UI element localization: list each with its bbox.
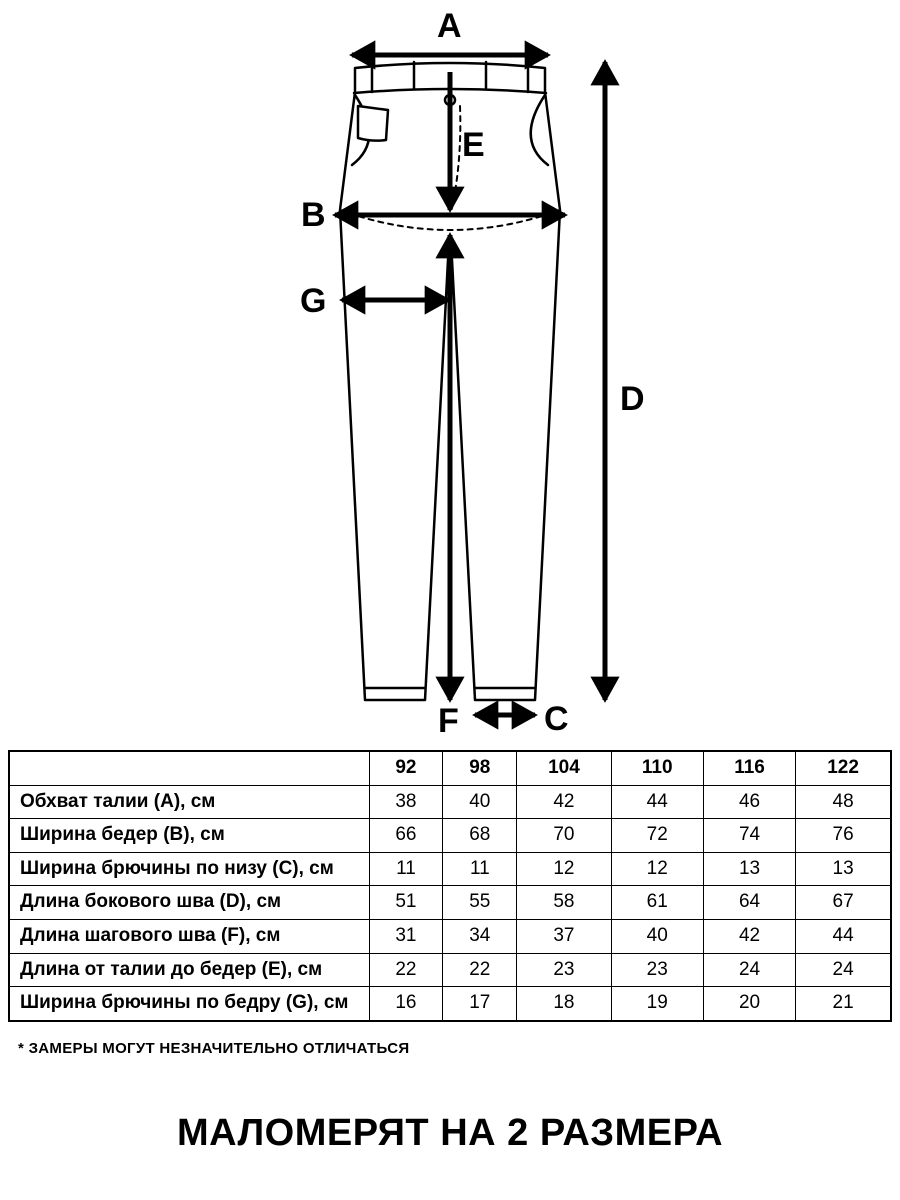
size-table-wrapper: 92 98 104 110 116 122 Обхват талии (A), …: [8, 750, 892, 1022]
cell: 58: [517, 886, 611, 920]
cell: 13: [703, 852, 795, 886]
cell: 64: [703, 886, 795, 920]
row-label: Ширина бедер (B), см: [9, 819, 369, 853]
cell: 40: [611, 919, 703, 953]
row-label: Длина бокового шва (D), см: [9, 886, 369, 920]
cell: 13: [796, 852, 891, 886]
cell: 11: [443, 852, 517, 886]
table-row: Длина шагового шва (F), см313437404244: [9, 919, 891, 953]
cell: 31: [369, 919, 443, 953]
cell: 23: [517, 953, 611, 987]
col-h-4: 116: [703, 751, 795, 785]
label-b: B: [301, 196, 326, 235]
col-h-0: 92: [369, 751, 443, 785]
cell: 24: [703, 953, 795, 987]
cell: 22: [369, 953, 443, 987]
label-d: D: [620, 380, 645, 419]
cell: 21: [796, 987, 891, 1021]
label-e: E: [462, 126, 485, 165]
cell: 37: [517, 919, 611, 953]
cell: 66: [369, 819, 443, 853]
cell: 72: [611, 819, 703, 853]
cell: 46: [703, 785, 795, 819]
row-label: Длина от талии до бедер (E), см: [9, 953, 369, 987]
cell: 70: [517, 819, 611, 853]
cell: 20: [703, 987, 795, 1021]
cell: 19: [611, 987, 703, 1021]
cell: 12: [517, 852, 611, 886]
row-label: Обхват талии (A), см: [9, 785, 369, 819]
cell: 44: [611, 785, 703, 819]
cell: 12: [611, 852, 703, 886]
cell: 42: [703, 919, 795, 953]
row-label: Ширина брючины по бедру (G), см: [9, 987, 369, 1021]
col-h-2: 104: [517, 751, 611, 785]
header-blank: [9, 751, 369, 785]
row-label: Длина шагового шва (F), см: [9, 919, 369, 953]
cell: 11: [369, 852, 443, 886]
cell: 44: [796, 919, 891, 953]
cell: 24: [796, 953, 891, 987]
cell: 67: [796, 886, 891, 920]
cell: 23: [611, 953, 703, 987]
col-h-1: 98: [443, 751, 517, 785]
cell: 68: [443, 819, 517, 853]
label-f: F: [438, 702, 459, 741]
row-label: Ширина брючины по низу (C), см: [9, 852, 369, 886]
cell: 40: [443, 785, 517, 819]
label-c: C: [544, 700, 569, 739]
table-row: Ширина брючины по бедру (G), см161718192…: [9, 987, 891, 1021]
cell: 51: [369, 886, 443, 920]
label-a: A: [437, 7, 462, 46]
cell: 22: [443, 953, 517, 987]
headline-warning: МАЛОМЕРЯТ НА 2 РАЗМЕРА: [0, 1112, 900, 1155]
table-row: Обхват талии (A), см384042444648: [9, 785, 891, 819]
cell: 76: [796, 819, 891, 853]
table-header-row: 92 98 104 110 116 122: [9, 751, 891, 785]
cell: 38: [369, 785, 443, 819]
cell: 74: [703, 819, 795, 853]
col-h-5: 122: [796, 751, 891, 785]
cell: 48: [796, 785, 891, 819]
cell: 42: [517, 785, 611, 819]
size-table: 92 98 104 110 116 122 Обхват талии (A), …: [8, 750, 892, 1022]
jeans-diagram: A E B G D F C: [0, 0, 900, 750]
footnote: * ЗАМЕРЫ МОГУТ НЕЗНАЧИТЕЛЬНО ОТЛИЧАТЬСЯ: [18, 1040, 900, 1057]
cell: 61: [611, 886, 703, 920]
cell: 55: [443, 886, 517, 920]
cell: 16: [369, 987, 443, 1021]
table-row: Ширина бедер (B), см666870727476: [9, 819, 891, 853]
table-row: Длина от талии до бедер (E), см222223232…: [9, 953, 891, 987]
cell: 34: [443, 919, 517, 953]
cell: 17: [443, 987, 517, 1021]
col-h-3: 110: [611, 751, 703, 785]
table-row: Ширина брючины по низу (C), см1111121213…: [9, 852, 891, 886]
label-g: G: [300, 282, 326, 321]
cell: 18: [517, 987, 611, 1021]
table-row: Длина бокового шва (D), см515558616467: [9, 886, 891, 920]
